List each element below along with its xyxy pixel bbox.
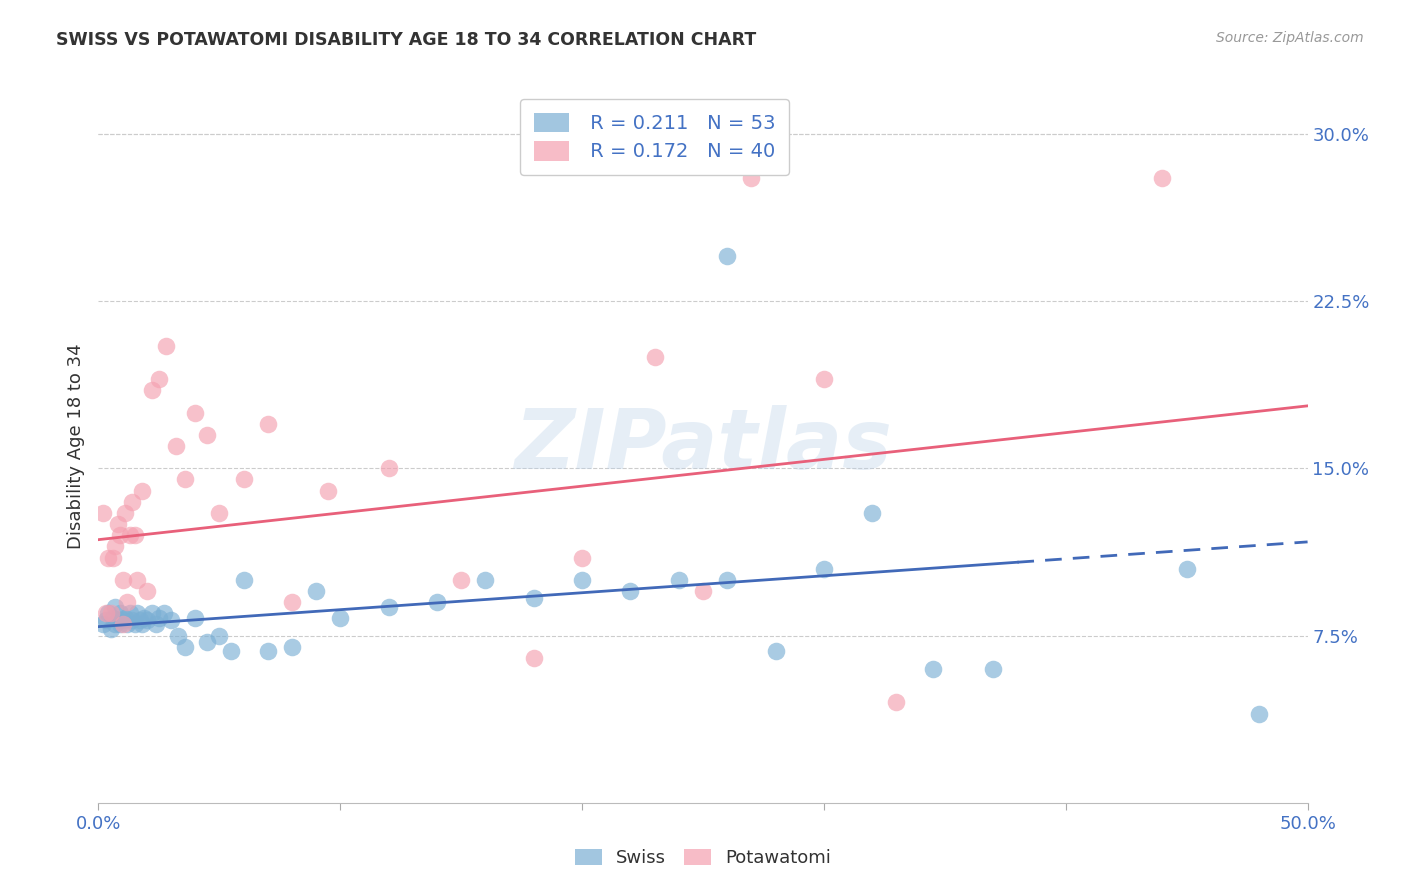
Point — [523, 591, 546, 605]
Point — [523, 651, 546, 665]
Point — [195, 427, 218, 442]
Point — [765, 644, 787, 658]
Point — [256, 417, 278, 431]
Point — [152, 607, 174, 621]
Point — [740, 171, 762, 186]
Point — [118, 607, 141, 621]
Point — [981, 662, 1004, 676]
Point — [1249, 706, 1271, 721]
Point — [165, 439, 187, 453]
Point — [167, 628, 190, 642]
Legend: Swiss, Potawatomi: Swiss, Potawatomi — [567, 841, 839, 874]
Point — [377, 461, 399, 475]
Point — [108, 607, 131, 621]
Point — [644, 350, 666, 364]
Point — [104, 539, 127, 553]
Point — [135, 583, 157, 598]
Y-axis label: Disability Age 18 to 34: Disability Age 18 to 34 — [66, 343, 84, 549]
Point — [107, 517, 129, 532]
Point — [97, 607, 120, 621]
Point — [141, 384, 163, 398]
Point — [117, 617, 139, 632]
Point — [716, 249, 738, 264]
Point — [135, 613, 157, 627]
Point — [571, 550, 593, 565]
Point — [208, 628, 231, 642]
Point — [232, 473, 254, 487]
Point — [114, 610, 136, 624]
Point — [100, 622, 122, 636]
Point — [121, 494, 143, 508]
Point — [148, 610, 170, 624]
Point — [716, 573, 738, 587]
Point — [195, 635, 218, 649]
Point — [1152, 171, 1174, 186]
Point — [619, 583, 641, 598]
Point — [104, 599, 127, 614]
Text: SWISS VS POTAWATOMI DISABILITY AGE 18 TO 34 CORRELATION CHART: SWISS VS POTAWATOMI DISABILITY AGE 18 TO… — [56, 31, 756, 49]
Point — [474, 573, 496, 587]
Point — [184, 405, 207, 420]
Point — [91, 506, 114, 520]
Text: ZIPatlas: ZIPatlas — [515, 406, 891, 486]
Point — [160, 613, 183, 627]
Point — [108, 617, 131, 632]
Point — [450, 573, 472, 587]
Point — [232, 573, 254, 587]
Point — [692, 583, 714, 598]
Point — [886, 696, 908, 710]
Point — [208, 506, 231, 520]
Point — [305, 583, 328, 598]
Point — [118, 528, 141, 542]
Point — [117, 595, 139, 609]
Point — [174, 640, 197, 654]
Point — [141, 607, 163, 621]
Point — [111, 573, 134, 587]
Point — [281, 640, 304, 654]
Point — [100, 607, 122, 621]
Point — [101, 550, 124, 565]
Point — [668, 573, 690, 587]
Point — [94, 613, 117, 627]
Point — [91, 617, 114, 632]
Point — [124, 528, 146, 542]
Point — [104, 617, 127, 632]
Legend:  R = 0.211   N = 53,  R = 0.172   N = 40: R = 0.211 N = 53, R = 0.172 N = 40 — [520, 99, 789, 175]
Point — [921, 662, 943, 676]
Point — [111, 613, 134, 627]
Text: Source: ZipAtlas.com: Source: ZipAtlas.com — [1216, 31, 1364, 45]
Point — [111, 617, 134, 632]
Point — [571, 573, 593, 587]
Point — [281, 595, 304, 609]
Point — [813, 562, 835, 576]
Point — [329, 610, 352, 624]
Point — [155, 338, 177, 352]
Point — [1175, 562, 1198, 576]
Point — [97, 550, 120, 565]
Point — [131, 483, 153, 498]
Point — [813, 372, 835, 386]
Point — [121, 613, 143, 627]
Point — [221, 644, 243, 658]
Point — [316, 483, 339, 498]
Point — [174, 473, 197, 487]
Point — [256, 644, 278, 658]
Point — [426, 595, 449, 609]
Point — [127, 573, 149, 587]
Point — [128, 613, 150, 627]
Point — [108, 528, 131, 542]
Point — [145, 617, 167, 632]
Point — [124, 617, 146, 632]
Point — [94, 607, 117, 621]
Point — [127, 607, 149, 621]
Point — [134, 610, 156, 624]
Point — [377, 599, 399, 614]
Point — [860, 506, 883, 520]
Point — [131, 617, 153, 632]
Point — [101, 610, 124, 624]
Point — [114, 506, 136, 520]
Point — [184, 610, 207, 624]
Point — [107, 613, 129, 627]
Point — [148, 372, 170, 386]
